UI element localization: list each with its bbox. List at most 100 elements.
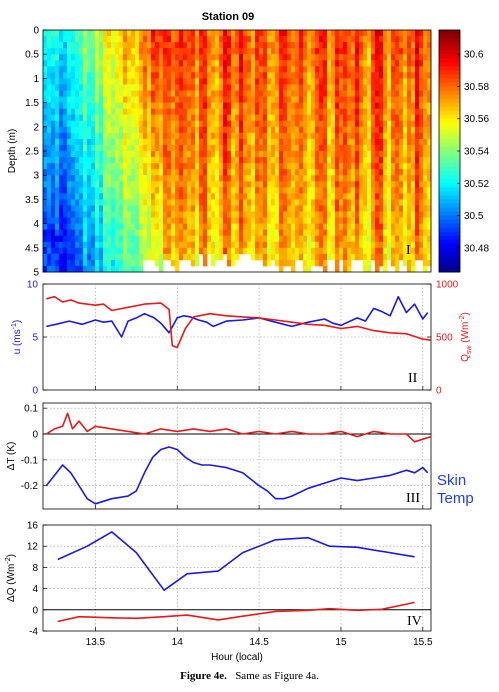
heatmap-cell: [243, 120, 248, 128]
colorbar-segment: [439, 231, 460, 237]
heatmap-cell: [87, 259, 92, 267]
heatmap-cell: [187, 169, 192, 176]
heatmap-cell: [79, 259, 84, 267]
heatmap-cell: [107, 199, 112, 206]
heatmap-cell: [159, 108, 164, 116]
heatmap-cell: [323, 169, 328, 176]
colorbar-segment: [439, 255, 460, 261]
heatmap-cell: [67, 72, 72, 79]
heatmap-cell: [363, 60, 368, 67]
heatmap-cell: [79, 223, 84, 231]
heatmap-cell: [255, 187, 260, 194]
heatmap-cell: [403, 114, 408, 122]
heatmap-cell: [283, 120, 288, 128]
heatmap-cell: [71, 60, 76, 67]
heatmap-cell: [147, 72, 152, 79]
heatmap-cell: [423, 138, 428, 146]
heatmap-cell: [127, 84, 132, 91]
heatmap-cell: [307, 96, 312, 103]
heatmap-cell: [331, 247, 336, 255]
heatmap-cell: [407, 223, 412, 231]
heatmap-cell: [263, 223, 268, 231]
heatmap-cell: [303, 193, 308, 200]
heatmap-cell: [95, 151, 100, 158]
heatmap-cell: [139, 157, 144, 164]
heatmap-cell: [155, 30, 160, 37]
heatmap-cell: [251, 144, 256, 152]
heatmap-cell: [231, 144, 236, 152]
heatmap-cell: [419, 253, 424, 261]
heatmap-cell: [147, 36, 152, 43]
heatmap-cell: [87, 126, 92, 134]
heatmap-cell: [159, 229, 164, 237]
heatmap-cell: [191, 60, 196, 67]
heatmap-cell: [119, 78, 124, 85]
heatmap-cell: [119, 132, 124, 140]
heatmap-cell: [247, 48, 252, 55]
heatmap-cell: [183, 223, 188, 231]
heatmap-cell: [303, 66, 308, 73]
heatmap-cell: [267, 199, 272, 206]
heatmap-cell: [55, 175, 60, 182]
heatmap-cell: [71, 265, 76, 273]
heatmap-cell: [319, 205, 324, 212]
heatmap-cell: [87, 265, 92, 273]
heatmap-cell: [291, 72, 296, 79]
heatmap-cell: [419, 211, 424, 218]
heatmap-cell: [215, 36, 220, 43]
heatmap-cell: [139, 96, 144, 103]
heatmap-cell: [135, 157, 140, 164]
heatmap-cell: [415, 247, 420, 255]
heatmap-cell: [183, 126, 188, 134]
heatmap-cell: [287, 42, 292, 49]
heatmap-cell: [347, 151, 352, 158]
heatmap-cell: [255, 78, 260, 85]
heatmap-cell: [231, 211, 236, 218]
heatmap-cell: [79, 78, 84, 85]
heatmap-cell: [259, 60, 264, 67]
heatmap-cell: [219, 241, 224, 249]
heatmap-cell: [215, 54, 220, 61]
heatmap-cell: [75, 102, 80, 110]
heatmap-cell: [263, 126, 268, 134]
heatmap-cell: [143, 48, 148, 55]
heatmap-cell: [403, 247, 408, 255]
heatmap-cell: [287, 217, 292, 224]
heatmap-cell: [243, 48, 248, 55]
heatmap-cell: [143, 211, 148, 218]
heatmap-cell: [63, 48, 68, 55]
heatmap-cell: [103, 187, 108, 194]
heatmap-cell: [247, 138, 252, 146]
heatmap-cell: [371, 96, 376, 103]
heatmap-cell: [331, 163, 336, 170]
colorbar-segment: [439, 122, 460, 128]
heatmap-cell: [407, 205, 412, 212]
heatmap-cell: [135, 138, 140, 146]
heatmap-cell: [151, 42, 156, 49]
heatmap-cell: [223, 126, 228, 134]
heatmap-cell: [43, 114, 48, 122]
heatmap-cell: [103, 84, 108, 91]
heatmap-cell: [243, 102, 248, 110]
heatmap-cell: [299, 132, 304, 140]
heatmap-cell: [227, 30, 232, 37]
heatmap-cell: [167, 211, 172, 218]
heatmap-cell: [399, 163, 404, 170]
heatmap-cell: [159, 157, 164, 164]
heatmap-cell: [43, 193, 48, 200]
heatmap-cell: [279, 187, 284, 194]
heatmap-cell: [199, 66, 204, 73]
heatmap-cell: [423, 42, 428, 49]
heatmap-cell: [183, 193, 188, 200]
heatmap-cell: [179, 193, 184, 200]
heatmap-cell: [71, 169, 76, 176]
heatmap-cell: [175, 211, 180, 218]
heatmap-cell: [251, 151, 256, 158]
heatmap-cell: [279, 144, 284, 152]
heatmap-cell: [235, 42, 240, 49]
heatmap-cell: [375, 253, 380, 261]
heatmap-cell: [363, 241, 368, 249]
heatmap-cell: [323, 235, 328, 243]
heatmap-cell: [87, 241, 92, 249]
heatmap-cell: [63, 211, 68, 218]
